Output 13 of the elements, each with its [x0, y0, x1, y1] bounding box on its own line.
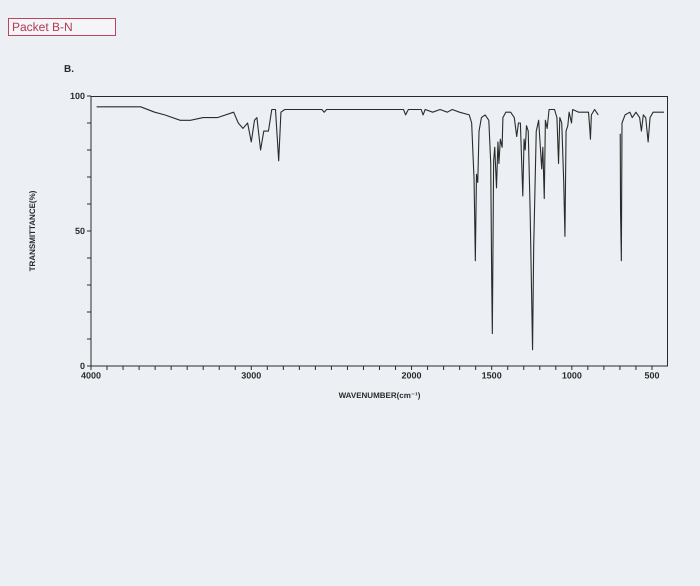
y-tick-label: 0	[80, 361, 85, 372]
x-tick-label: 1000	[562, 370, 582, 380]
x-tick-label: 500	[644, 370, 660, 380]
y-tick-label: 50	[74, 226, 85, 236]
x-tick-label: 2000	[402, 370, 422, 380]
y-axis-title: TRANSMITTANCE(%)	[28, 190, 37, 272]
x-tick-label: 1500	[482, 370, 502, 380]
text: Packet B-N	[8, 18, 116, 36]
y-tick-label: 100	[70, 91, 85, 102]
x-tick-label: 4000	[80, 370, 102, 380]
x-tick-label: 3000	[241, 370, 262, 380]
chart-title: B.	[64, 64, 74, 76]
x-axis-title: WAVENUMBER(cm⁻¹)	[338, 391, 421, 400]
